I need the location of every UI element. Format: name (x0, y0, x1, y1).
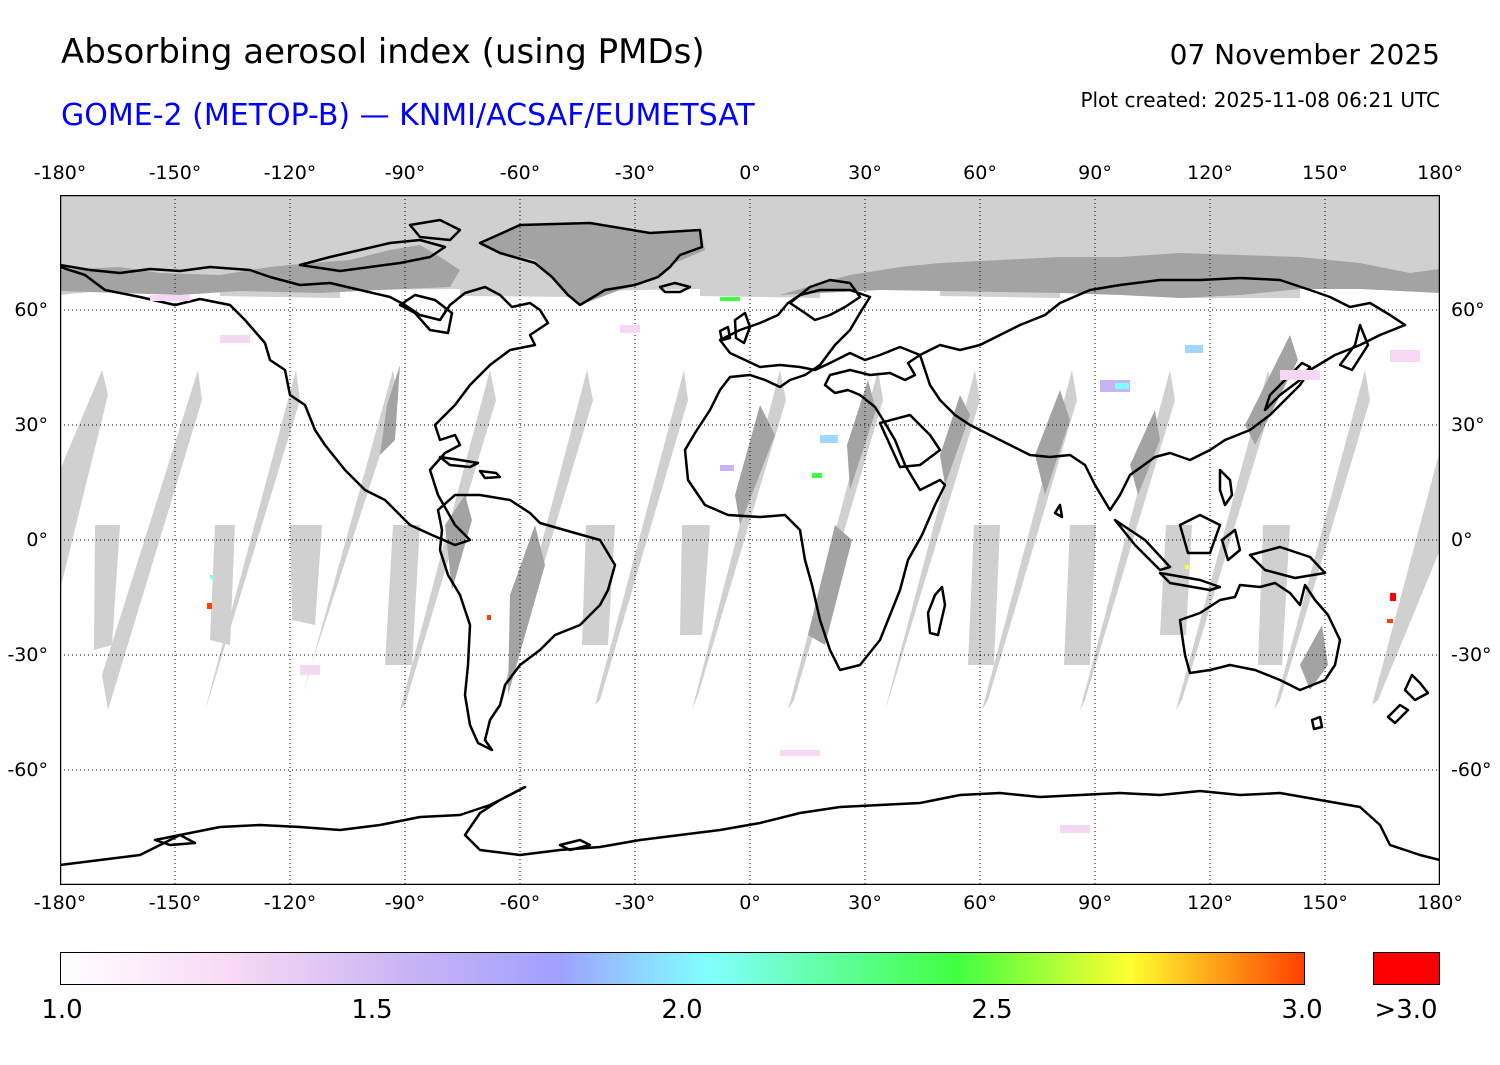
lon-label: -60° (499, 162, 541, 184)
lon-label: -30° (614, 162, 656, 184)
lat-label: 0° (1451, 529, 1473, 551)
colorbar-gradient (60, 952, 1305, 985)
lon-label: 60° (963, 892, 997, 914)
observation-date: 07 November 2025 (1169, 38, 1440, 71)
colorbar-tick: 2.5 (971, 995, 1013, 1025)
lon-label: 120° (1187, 892, 1233, 914)
lat-label: -30° (1451, 644, 1492, 666)
colorbar-tick: 1.0 (41, 995, 83, 1025)
lon-label: 150° (1302, 162, 1348, 184)
lon-label: 0° (739, 162, 761, 184)
lon-label: 30° (848, 892, 882, 914)
world-map (60, 195, 1440, 885)
lon-label: -150° (148, 892, 202, 914)
instrument-subtitle: GOME-2 (METOP-B) — KNMI/ACSAF/EUMETSAT (61, 98, 755, 133)
lon-label: -120° (263, 892, 317, 914)
lat-label: 60° (1451, 299, 1485, 321)
lat-label: 60° (14, 299, 48, 321)
map-title: Absorbing aerosol index (using PMDs) (61, 32, 705, 72)
map-frame (60, 195, 1440, 885)
lon-label: 90° (1078, 162, 1112, 184)
coastlines (60, 218, 1440, 867)
colorbar-overflow-label: >3.0 (1374, 995, 1438, 1025)
lon-label: 180° (1417, 162, 1463, 184)
lon-label: -150° (148, 162, 202, 184)
colorbar-tick: 1.5 (351, 995, 393, 1025)
lon-label: 90° (1078, 892, 1112, 914)
lon-label: -60° (499, 892, 541, 914)
lon-label: -180° (33, 162, 87, 184)
lon-label: -180° (33, 892, 87, 914)
lat-label: -60° (1451, 759, 1492, 781)
lat-label: 30° (1451, 414, 1485, 436)
plot-created-timestamp: Plot created: 2025-11-08 06:21 UTC (1080, 88, 1440, 112)
lon-label: -30° (614, 892, 656, 914)
lat-label: 30° (14, 414, 48, 436)
colorbar-overflow-box (1373, 952, 1440, 985)
lon-label: -90° (384, 892, 426, 914)
colorbar-tick: 3.0 (1281, 995, 1323, 1025)
lon-label: 180° (1417, 892, 1463, 914)
graticule (60, 195, 1440, 885)
lon-label: 30° (848, 162, 882, 184)
lon-label: 0° (739, 892, 761, 914)
lon-label: 120° (1187, 162, 1233, 184)
lon-label: 60° (963, 162, 997, 184)
lon-label: -90° (384, 162, 426, 184)
colorbar (60, 952, 1440, 985)
lat-label: -30° (7, 644, 48, 666)
lat-label: 0° (26, 529, 48, 551)
lon-label: 150° (1302, 892, 1348, 914)
colorbar-tick: 2.0 (661, 995, 703, 1025)
lon-label: -120° (263, 162, 317, 184)
aerosol-detections (150, 295, 1420, 833)
land-no-data (60, 223, 1440, 695)
lat-label: -60° (7, 759, 48, 781)
